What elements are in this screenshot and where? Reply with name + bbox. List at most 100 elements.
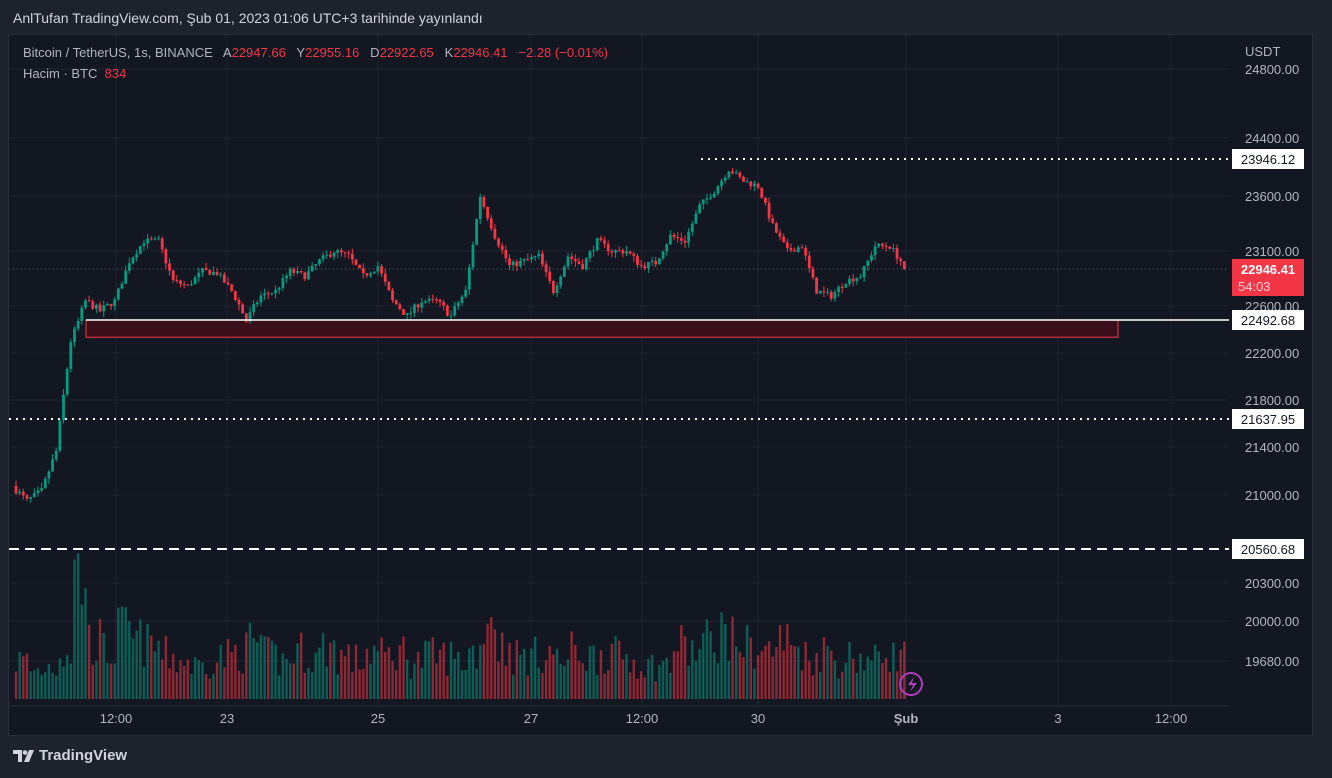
candle-body xyxy=(760,187,764,198)
candle-body xyxy=(555,285,559,293)
volume-bar xyxy=(482,643,486,699)
candle-body xyxy=(310,265,314,272)
candle-body xyxy=(131,257,135,264)
candle-body xyxy=(533,256,537,258)
volume-bar xyxy=(669,672,672,699)
volume-label[interactable]: Hacim · BTC xyxy=(23,66,98,81)
support-zone[interactable] xyxy=(85,319,1119,338)
volume-bar xyxy=(416,651,420,699)
volume-bar xyxy=(643,677,646,699)
volume-bar xyxy=(782,650,785,699)
candle-body xyxy=(665,244,669,252)
candle-body xyxy=(522,259,526,261)
volume-bar xyxy=(621,659,625,699)
candle-body xyxy=(899,258,903,262)
volume-bar xyxy=(826,646,829,699)
volume-bar xyxy=(153,651,157,699)
candle-body xyxy=(325,254,329,256)
volume-bar xyxy=(259,634,263,699)
volume-bar xyxy=(822,637,826,699)
volume-bar xyxy=(164,636,168,699)
open-label: A xyxy=(222,45,232,60)
volume-bar xyxy=(625,654,628,699)
candle-body xyxy=(654,260,658,265)
candle-body xyxy=(774,223,778,233)
volume-bar xyxy=(786,624,789,699)
volume-bar xyxy=(713,652,716,699)
volume-bar xyxy=(519,654,522,699)
volume-bar xyxy=(278,675,281,699)
tradingview-logo[interactable]: TradingView xyxy=(13,747,127,764)
candle-body xyxy=(146,238,150,244)
candle-body xyxy=(592,250,596,252)
volume-bar xyxy=(789,644,793,699)
candle-body xyxy=(877,243,881,247)
volume-bar xyxy=(793,646,796,699)
volume-bar xyxy=(307,667,310,699)
candle-body xyxy=(36,490,40,493)
volume-bar xyxy=(267,637,270,699)
volume-bar xyxy=(636,678,639,699)
candle-body xyxy=(358,264,362,269)
low-label: D xyxy=(370,45,380,60)
candle-body xyxy=(270,293,274,295)
time-tick-label: 3 xyxy=(1054,711,1061,726)
lightning-bolt-icon xyxy=(908,677,917,692)
candle-body xyxy=(51,459,54,472)
volume-bar xyxy=(866,656,869,699)
volume-bar xyxy=(18,651,21,699)
candle-body xyxy=(519,260,522,267)
candle-body xyxy=(782,236,786,243)
volume-bar xyxy=(102,633,105,699)
volume-bar xyxy=(384,652,387,699)
candle-body xyxy=(482,197,486,207)
volume-bar xyxy=(186,659,190,699)
volume-bar xyxy=(168,668,171,699)
candle-body xyxy=(753,183,756,187)
volume-bar xyxy=(581,663,584,699)
candle-body xyxy=(811,268,815,278)
lightning-icon[interactable] xyxy=(899,672,923,696)
candle-body xyxy=(767,202,771,219)
volume-bar xyxy=(398,645,402,699)
volume-bar xyxy=(661,660,665,699)
candle-body xyxy=(43,478,47,489)
volume-bar xyxy=(680,625,683,699)
candle-body xyxy=(785,242,789,248)
candle-body xyxy=(603,240,606,244)
volume-bar xyxy=(292,663,296,699)
chart-canvas[interactable]: USDT24800.0024400.0023600.0023100.002260… xyxy=(9,35,1314,737)
candle-body xyxy=(277,287,281,290)
price-tick-label: 24800.00 xyxy=(1245,62,1299,77)
candle-body xyxy=(318,259,321,265)
candle-body xyxy=(113,299,117,306)
volume-bar xyxy=(460,670,464,699)
candle-body xyxy=(361,268,365,274)
candle-body xyxy=(683,240,687,243)
volume-bar xyxy=(438,649,442,699)
volume-bar xyxy=(610,643,614,699)
candle-body xyxy=(796,247,800,252)
volume-bar xyxy=(142,666,146,699)
candle-body xyxy=(142,243,146,246)
candle-body xyxy=(171,270,175,281)
volume-bar xyxy=(234,644,237,699)
symbol-label[interactable]: Bitcoin / TetherUS, 1s, BINANCE xyxy=(23,45,213,60)
volume-bar xyxy=(131,638,135,699)
candle-body xyxy=(208,270,212,275)
volume-bar xyxy=(862,670,866,699)
volume-value: 834 xyxy=(104,66,127,81)
candle-body xyxy=(661,251,665,259)
candle-body xyxy=(263,293,266,296)
volume-bar xyxy=(691,640,694,699)
price-tag-bg xyxy=(1232,310,1304,330)
candle-body xyxy=(442,301,446,306)
candle-body xyxy=(424,301,427,303)
candle-body xyxy=(153,238,157,240)
candle-body xyxy=(18,491,22,494)
candle-body xyxy=(508,258,511,266)
chart-pane[interactable]: USDT 24800.00 24400.00 23600.00 23100.00 2260… xyxy=(8,34,1313,736)
candle-body xyxy=(197,272,201,278)
volume-bar xyxy=(91,664,94,699)
volume-bar xyxy=(475,668,478,699)
